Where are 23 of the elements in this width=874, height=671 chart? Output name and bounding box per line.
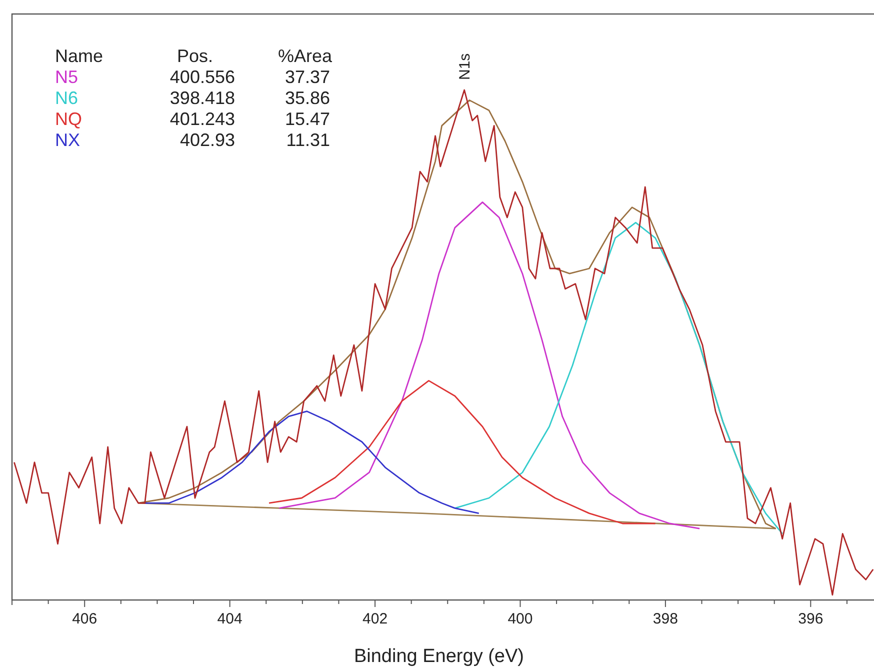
x-tick-label: 400 (508, 610, 533, 628)
text: Pos. (176, 46, 213, 66)
text: NX (55, 130, 80, 150)
annotation: 15.47 (284, 109, 330, 129)
text: Name (55, 46, 104, 66)
x-tick-label: 406 (72, 610, 98, 628)
x-tick-label: 396 (798, 610, 824, 628)
annotation: 35.86 (284, 88, 330, 108)
annotation: 401.243 (170, 109, 235, 129)
annotation: 398.418 (170, 88, 235, 108)
text: 400.556 (170, 67, 235, 87)
x-tick-label: 398 (652, 610, 678, 628)
text: NQ (55, 109, 82, 129)
x-axis-title: Binding Energy (eV) (354, 646, 524, 667)
x-tick-label: 402 (362, 610, 388, 628)
annotation: 11.31 (286, 130, 330, 150)
text: 37.37 (284, 67, 330, 87)
text: N5 (55, 67, 78, 87)
text: %Area (278, 46, 333, 66)
text: N6 (55, 88, 78, 108)
annotation: 402.93 (180, 130, 235, 150)
annotation: N1s (456, 53, 474, 80)
x-tick-label: 404 (217, 610, 242, 628)
